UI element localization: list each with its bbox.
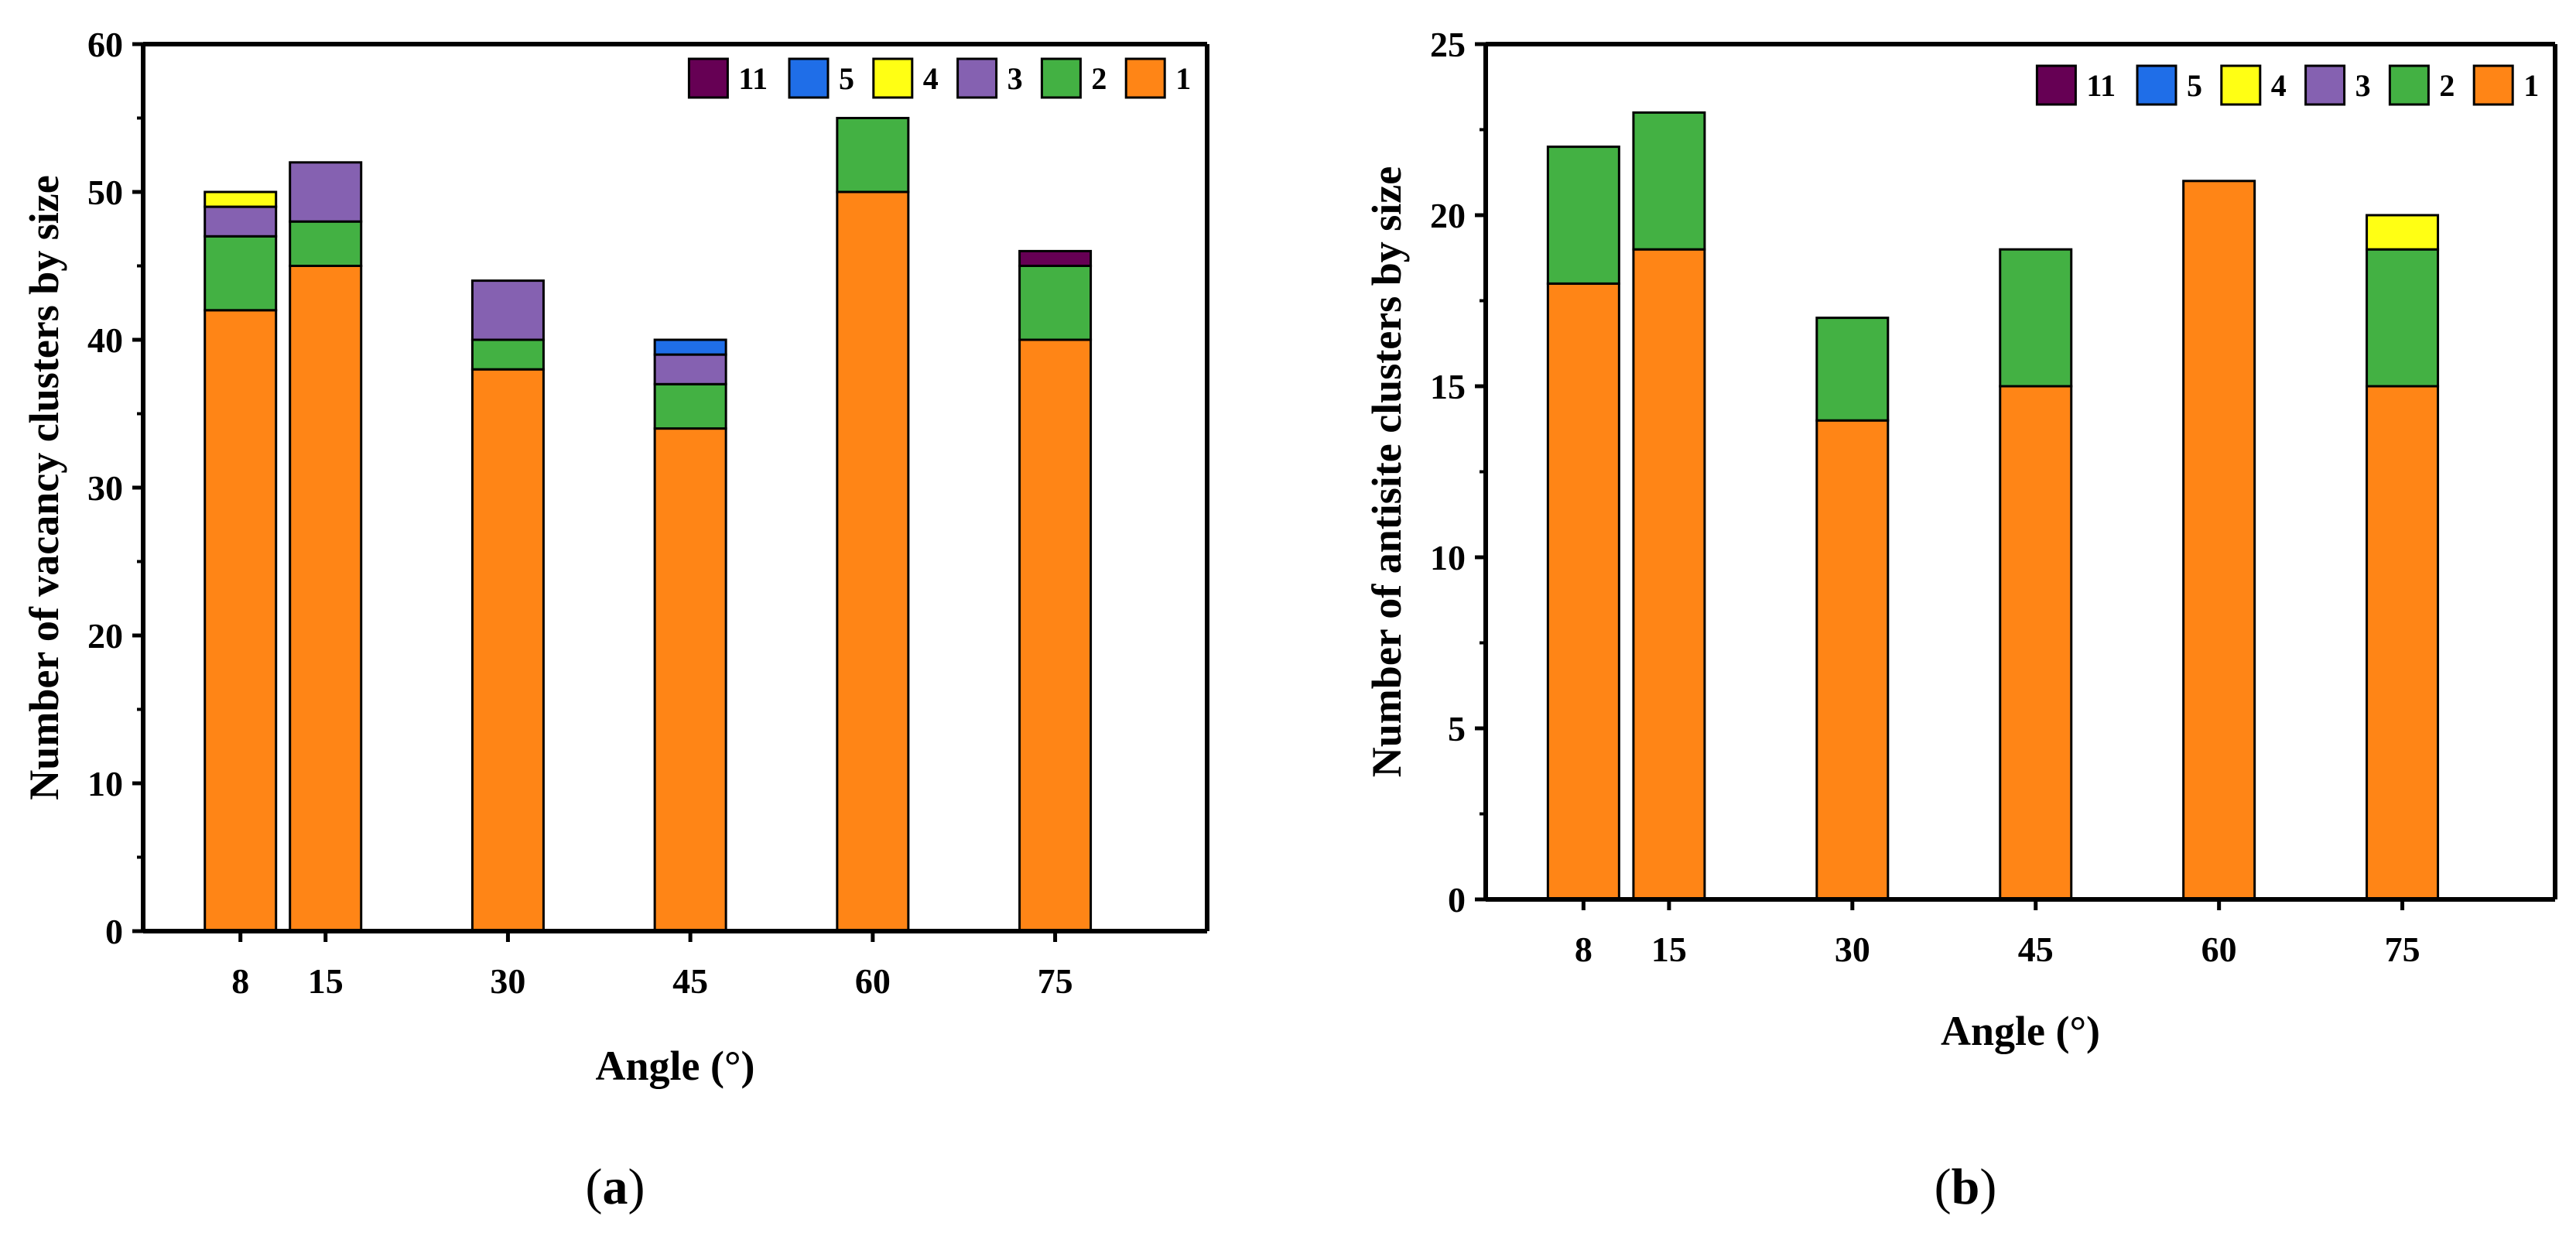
y-tick-label-0: 0 [1448, 880, 1466, 920]
x-tick-label-60: 60 [855, 961, 891, 1001]
bar-series-3-x-15 [289, 161, 363, 223]
x-tick-label-75: 75 [2385, 930, 2420, 969]
bar-series-2-x-75 [2366, 248, 2440, 388]
y-tick-label-30: 30 [87, 468, 123, 508]
bar-series-2-x-15 [289, 220, 363, 268]
y-tick-label-50: 50 [87, 173, 123, 212]
x-tick-label-45: 45 [2018, 930, 2054, 969]
caption-letter: a [603, 1159, 628, 1215]
legend-swatch-11 [2035, 64, 2077, 106]
bar-series-1-x-60 [836, 190, 910, 933]
y-tick-label-40: 40 [87, 320, 123, 360]
legend-label-2: 2 [2439, 68, 2455, 103]
bar-series-1-x-75 [2366, 385, 2440, 901]
legend-swatch-3 [2304, 64, 2346, 106]
bar-series-11-x-75 [1018, 249, 1093, 267]
legend-swatch-5 [2136, 64, 2177, 106]
y-tick-label-15: 15 [1430, 367, 1466, 406]
legend-label-11: 11 [738, 61, 768, 96]
bar-series-2-x-45 [653, 382, 727, 430]
bar-series-2-x-75 [1018, 265, 1093, 341]
x-tick-label-60: 60 [2201, 930, 2237, 969]
legend-label-3: 3 [2355, 68, 2371, 103]
bar-series-1-x-45 [653, 427, 727, 933]
caption-open-paren: ( [586, 1159, 603, 1215]
bar-series-3-x-45 [653, 353, 727, 385]
legend-swatch-4 [872, 57, 914, 99]
legend-label-5: 5 [2187, 68, 2202, 103]
legend-swatch-11 [687, 57, 729, 99]
bar-series-2-x-8 [1546, 146, 1620, 285]
bar-series-2-x-8 [204, 235, 278, 312]
legend-swatch-5 [788, 57, 830, 99]
x-axis-title: Angle (°) [1941, 1008, 2100, 1054]
bar-series-2-x-30 [470, 338, 545, 371]
y-tick-label-60: 60 [87, 25, 123, 64]
legend-swatch-2 [2388, 64, 2430, 106]
legend-swatch-1 [1124, 57, 1166, 99]
bar-series-1-x-8 [204, 309, 278, 933]
bar-series-2-x-30 [1815, 317, 1890, 422]
y-axis-title: Number of vacancy clusters by size [21, 175, 67, 800]
x-tick-label-8: 8 [231, 961, 249, 1001]
x-tick-label-30: 30 [1835, 930, 1870, 969]
y-tick-label-5: 5 [1448, 709, 1466, 748]
legend-swatch-1 [2472, 64, 2514, 106]
y-axis-title: Number of antisite clusters by size [1363, 166, 1410, 777]
caption-close-paren: ) [1979, 1159, 1996, 1215]
x-axis-title: Angle (°) [595, 1043, 754, 1089]
bar-series-4-x-8 [204, 190, 278, 208]
bar-series-2-x-60 [836, 117, 910, 194]
legend-label-1: 1 [1175, 61, 1191, 96]
panel-caption: (a) [586, 1159, 645, 1215]
bar-series-4-x-75 [2366, 214, 2440, 251]
y-tick-label-0: 0 [105, 912, 123, 951]
legend-swatch-3 [956, 57, 998, 99]
bar-series-1-x-8 [1546, 282, 1620, 901]
y-tick-label-10: 10 [87, 764, 123, 803]
legend-label-4: 4 [2271, 68, 2287, 103]
bar-series-3-x-30 [470, 279, 545, 341]
caption-close-paren: ) [628, 1159, 645, 1215]
bar-series-1-x-30 [470, 368, 545, 933]
x-tick-label-15: 15 [308, 961, 344, 1001]
legend-label-1: 1 [2523, 68, 2539, 103]
bar-series-2-x-15 [1632, 111, 1706, 251]
x-tick-label-45: 45 [672, 961, 708, 1001]
bar-series-2-x-45 [1999, 248, 2073, 388]
bar-series-1-x-30 [1815, 419, 1890, 901]
y-tick-label-25: 25 [1430, 25, 1466, 64]
bar-series-1-x-45 [1999, 385, 2073, 901]
legend: 11 5 4 3 2 1 [2035, 64, 2539, 106]
y-tick-label-10: 10 [1430, 538, 1466, 577]
caption-letter: b [1952, 1159, 1980, 1215]
legend-label-4: 4 [923, 61, 939, 96]
legend-swatch-2 [1040, 57, 1082, 99]
panel-caption: (b) [1935, 1159, 1997, 1215]
bar-series-1-x-15 [289, 265, 363, 933]
bar-series-1-x-15 [1632, 248, 1706, 901]
legend-label-11: 11 [2086, 68, 2116, 103]
x-tick-label-30: 30 [490, 961, 525, 1001]
legend-label-3: 3 [1007, 61, 1023, 96]
y-tick-label-20: 20 [1430, 196, 1466, 235]
legend: 11 5 4 3 2 1 [687, 57, 1191, 99]
x-tick-label-75: 75 [1038, 961, 1073, 1001]
bar-series-3-x-8 [204, 205, 278, 238]
legend-swatch-4 [2220, 64, 2262, 106]
bar-series-1-x-60 [2182, 180, 2256, 901]
bar-series-5-x-45 [653, 338, 727, 356]
bar-series-1-x-75 [1018, 338, 1093, 933]
y-tick-label-20: 20 [87, 616, 123, 656]
x-tick-label-15: 15 [1651, 930, 1687, 969]
legend-label-5: 5 [839, 61, 854, 96]
legend-label-2: 2 [1091, 61, 1107, 96]
caption-open-paren: ( [1935, 1159, 1952, 1215]
x-tick-label-8: 8 [1575, 930, 1592, 969]
